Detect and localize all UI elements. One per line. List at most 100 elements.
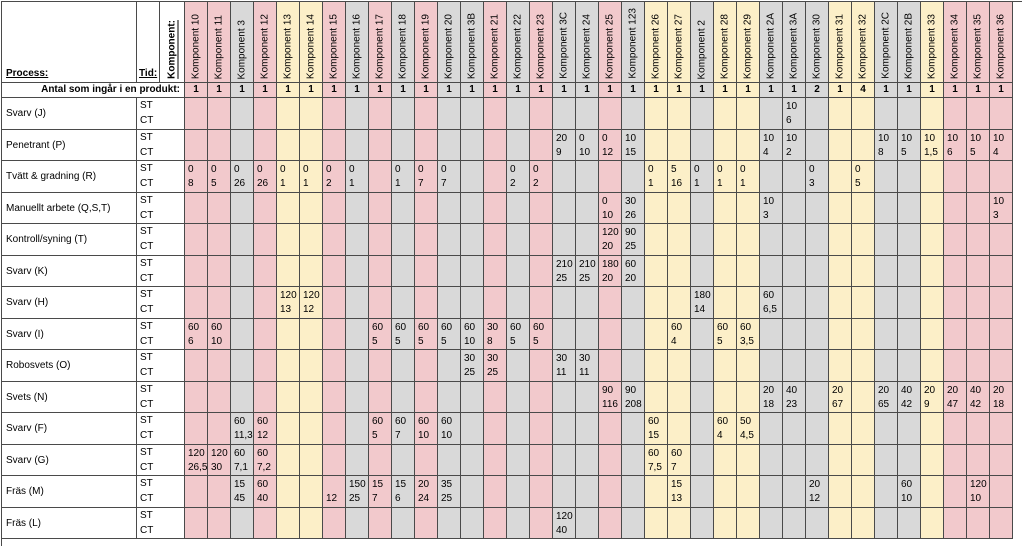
component-count-9: 1 [392,83,415,98]
value-cell [576,413,599,445]
ct-value: 40 [556,524,568,536]
component-count-20: 1 [645,83,668,98]
component-name: Komponent 26 [650,13,662,79]
value-cell [668,413,691,445]
process-name: Fräs (M) [6,486,44,497]
value-cell [277,350,300,382]
component-count-25: 1 [760,83,783,98]
value-cell [967,98,990,130]
value-cell: 20 9 [921,381,944,413]
value-cell [254,98,277,130]
ct-value: 8 [487,335,493,347]
ct-value: 6,5 [763,304,777,315]
st-value: 0 [395,164,401,175]
process-row-label: Svarv (I) [2,318,137,350]
value-cell: 30 11 [576,350,599,382]
value-cell: 20 12 [806,476,829,508]
value-cell: 180 14 [691,287,714,319]
value-cell: 15 6 [392,476,415,508]
value-cell [990,287,1013,319]
value-cell [300,413,323,445]
value-cell [783,224,806,256]
time-type-cell: ST CT [137,255,185,287]
st-value: 60 [234,447,246,459]
value-cell [277,192,300,224]
value-cell [645,98,668,130]
value-cell [300,255,323,287]
st-value: 20 [832,384,844,396]
value-cell [208,192,231,224]
component-name: Komponent 19 [420,13,432,79]
ct-value: 20 [625,272,637,284]
value-cell [415,255,438,287]
st-label: ST [140,257,153,269]
value-cell [461,98,484,130]
value-cell [944,350,967,382]
value-cell [484,255,507,287]
value-cell [898,507,921,539]
component-count-11: 1 [438,83,461,98]
component-header-3: Komponent 12 [254,2,277,83]
value-cell [277,255,300,287]
process-row-label: Penetrant (P) [2,129,137,161]
st-value: 0 [717,164,723,175]
value-cell [990,98,1013,130]
st-label: ST [140,509,153,521]
value-cell [944,318,967,350]
ct-value: 5 [372,335,378,347]
value-cell [576,161,599,193]
st-value: 60 [740,321,752,333]
ct-value: 24 [418,493,430,504]
value-cell [921,224,944,256]
value-cell [783,192,806,224]
value-cell [921,161,944,193]
value-cell: 10 4 [990,129,1013,161]
component-name: Komponent 15 [328,13,340,79]
value-cell [208,507,231,539]
ct-value: 2 [533,178,539,189]
value-cell [806,224,829,256]
ct-value: 5 [901,146,907,158]
component-count-8: 1 [369,83,392,98]
value-cell [369,287,392,319]
component-count-18: 1 [599,83,622,98]
value-cell [277,129,300,161]
value-cell: 30 8 [484,318,507,350]
ct-value: 25 [625,241,637,252]
value-cell [461,161,484,193]
value-cell [530,350,553,382]
ct-value: 3 [809,178,815,189]
value-cell [645,318,668,350]
value-cell [346,413,369,445]
value-cell [898,98,921,130]
time-type-cell: ST CT [137,444,185,476]
value-cell [369,507,392,539]
process-name: Kontroll/syning (T) [6,234,88,245]
value-cell [461,381,484,413]
value-cell [875,318,898,350]
ct-value: 1 [648,178,654,189]
value-cell [898,444,921,476]
value-cell [760,350,783,382]
process-name: Svarv (G) [6,454,49,466]
value-cell: 20 65 [875,381,898,413]
st-value: 20 [556,132,568,144]
ct-value: 25 [349,493,361,504]
component-name: Komponent 17 [374,13,386,79]
value-cell [254,381,277,413]
st-value: 50 [740,416,752,427]
component-count-6: 1 [323,83,346,98]
value-cell [691,476,714,508]
st-label: ST [140,289,153,300]
value-cell [599,476,622,508]
value-cell [852,350,875,382]
value-cell [829,287,852,319]
st-value: 60 [717,321,729,333]
value-cell [277,318,300,350]
value-cell [967,161,990,193]
ct-value: 65 [878,398,890,410]
value-cell [185,476,208,508]
st-value: 30 [625,195,637,207]
ct-value: 7 [441,178,447,189]
